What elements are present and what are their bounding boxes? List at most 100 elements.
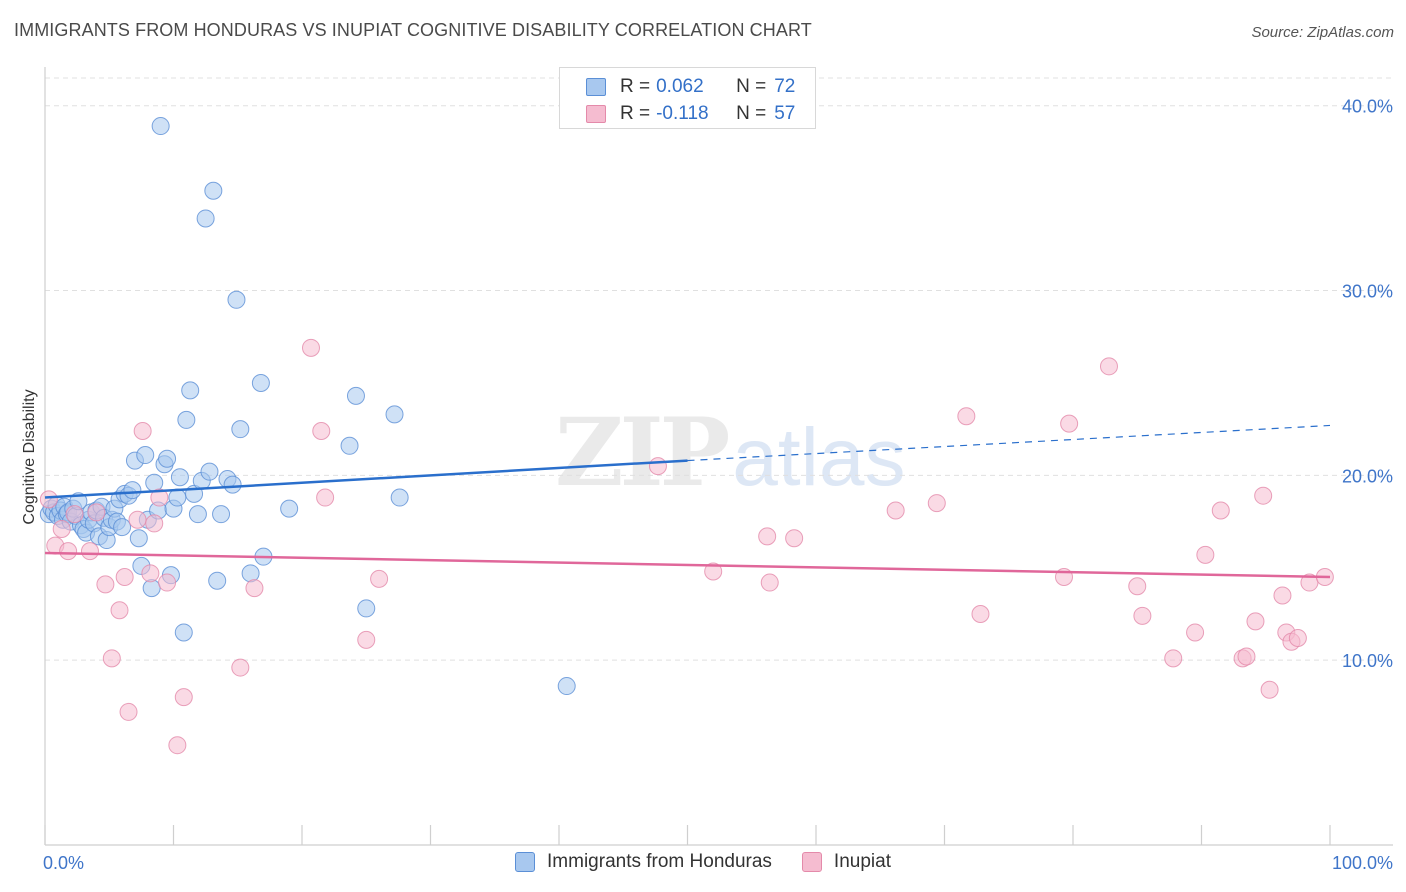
point-inupiat [231,658,250,677]
n-label: N = [736,76,767,97]
point-inupiat [1246,612,1265,631]
point-inupiat [158,573,177,592]
point-inupiat [1196,545,1215,564]
n-value: 72 [774,76,796,97]
point-honduras [188,505,207,524]
point-honduras [231,420,250,439]
y-tick-label: 20.0% [1342,466,1393,486]
point-inupiat [370,569,389,588]
n-label: N = [736,103,767,124]
legend-swatch-inupiat [801,852,822,872]
point-inupiat [87,503,106,522]
point-honduras [340,436,359,455]
point-inupiat [145,514,164,533]
chart-title: IMMIGRANTS FROM HONDURAS VS INUPIAT COGN… [14,20,812,40]
point-honduras [223,475,242,494]
point-inupiat [1260,680,1279,699]
point-inupiat [758,527,777,546]
r-label: R = [620,76,651,97]
point-inupiat [141,564,160,583]
point-honduras [168,488,187,507]
point-inupiat [1164,649,1183,668]
point-inupiat [957,407,976,426]
point-inupiat [65,505,84,524]
stats-row-inupiat: R = -0.118 N = 57 [560,100,795,128]
point-inupiat [110,601,129,620]
point-honduras [390,488,409,507]
point-honduras [113,518,132,537]
r-value: 0.062 [656,76,704,97]
point-inupiat [1133,606,1152,625]
r-label: R = [620,103,651,124]
x-tick-label-min: 0.0% [43,853,84,873]
y-tick-label: 10.0% [1342,651,1393,671]
trendline-honduras-extension [687,424,1331,462]
point-honduras [346,386,365,405]
trendline-inupiat [44,551,1331,579]
point-honduras [129,529,148,548]
point-honduras [151,117,170,136]
point-inupiat [971,604,990,623]
point-inupiat [39,490,58,509]
point-inupiat [1254,486,1273,505]
y-axis-label: Cognitive Disability [21,389,38,524]
source-label: Source: ZipAtlas.com [1251,24,1394,41]
point-inupiat [102,649,121,668]
point-honduras [241,564,260,583]
swatch-inupiat [586,105,606,123]
point-inupiat [168,736,187,755]
point-inupiat [760,573,779,592]
point-inupiat [59,542,78,561]
point-inupiat [1237,647,1256,666]
legend-label-honduras: Immigrants from Honduras [547,851,772,872]
point-inupiat [312,422,331,441]
swatch-honduras [586,78,606,96]
stats-row-honduras: R = 0.062 N = 72 [560,73,795,101]
legend-item-inupiat[interactable]: Inupiat [801,851,891,873]
point-inupiat [119,702,138,721]
r-value: -0.118 [656,103,709,124]
trendline-honduras [44,459,688,499]
point-inupiat [1128,577,1147,596]
point-honduras [158,449,177,468]
point-honduras [227,290,246,309]
point-honduras [177,410,196,429]
y-tick-label: 40.0% [1342,97,1393,117]
n-value: 57 [774,103,796,124]
x-tick-label-max: 100.0% [1332,853,1393,873]
series-legend: Immigrants from Honduras Inupiat [0,851,1406,873]
y-tick-label: 30.0% [1342,282,1393,302]
legend-item-honduras[interactable]: Immigrants from Honduras [515,851,772,873]
point-inupiat [80,542,99,561]
point-honduras [181,381,200,400]
point-inupiat [52,519,71,538]
point-honduras [196,209,215,228]
point-inupiat [133,422,152,441]
point-honduras [204,181,223,200]
stats-legend: R = 0.062 N = 72 R = -0.118 N = 57 [559,67,816,129]
point-honduras [136,446,155,465]
point-inupiat [927,494,946,513]
point-inupiat [357,630,376,649]
point-inupiat [301,338,320,357]
point-honduras [280,499,299,518]
point-inupiat [96,575,115,594]
point-inupiat [128,510,147,529]
point-inupiat [1099,357,1118,376]
point-honduras [251,373,270,392]
point-inupiat [316,488,335,507]
point-inupiat [174,688,193,707]
point-inupiat [1211,501,1230,520]
point-honduras [170,468,189,487]
point-inupiat [785,529,804,548]
point-inupiat [115,568,134,587]
point-honduras [200,462,219,481]
point-inupiat [150,488,169,507]
point-inupiat [1186,623,1205,642]
point-honduras [357,599,376,618]
point-inupiat [1288,629,1307,648]
legend-swatch-honduras [515,852,536,872]
point-honduras [212,505,231,524]
point-inupiat [704,562,723,581]
